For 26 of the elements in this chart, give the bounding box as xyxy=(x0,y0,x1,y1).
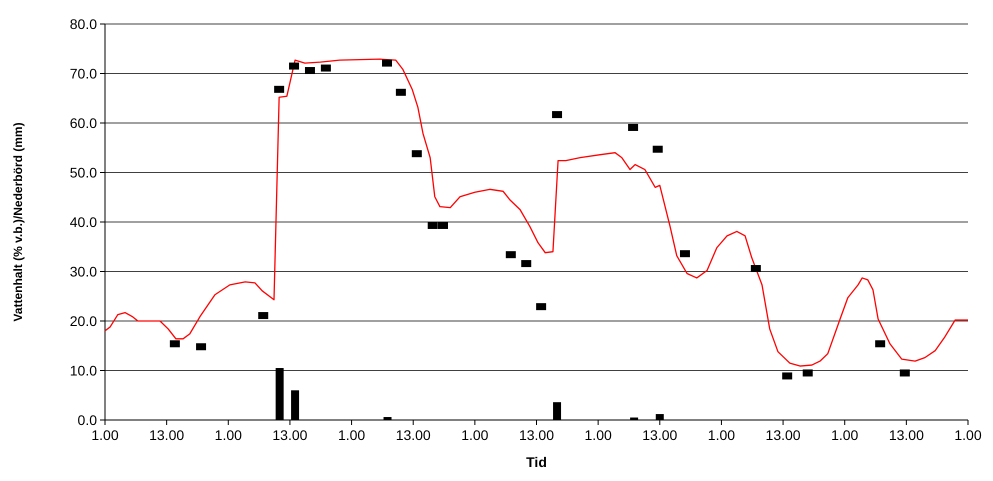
x-tick-label: 13.00 xyxy=(642,427,678,443)
y-tick-label: 0.0 xyxy=(78,412,98,428)
x-axis-title: Tid xyxy=(526,454,547,470)
x-tick-label: 1.00 xyxy=(708,427,736,443)
y-tick-label: 20.0 xyxy=(70,312,98,329)
x-tick-label: 1.00 xyxy=(91,427,119,443)
x-tick-label: 13.00 xyxy=(518,427,554,443)
y-tick-label: 80.0 xyxy=(70,16,98,32)
y-tick-label: 50.0 xyxy=(70,164,98,180)
y-tick-label: 70.0 xyxy=(70,65,98,82)
x-tick-label: 13.00 xyxy=(766,427,801,443)
x-tick-label: 13.00 xyxy=(149,427,184,443)
x-tick-label: 13.00 xyxy=(396,427,431,443)
y-axis-title: Vattenhalt (% v.b.)/Nederbörd (mm) xyxy=(11,122,25,322)
x-tick-label: 1.00 xyxy=(461,427,489,443)
y-tick-label: 10.0 xyxy=(70,362,98,378)
y-tick-label: 40.0 xyxy=(70,214,98,230)
x-tick-label: 1.00 xyxy=(831,427,859,443)
y-tick-label: 30.0 xyxy=(70,263,98,280)
x-tick-label: 13.00 xyxy=(888,427,924,443)
x-tick-label: 1.00 xyxy=(584,427,612,443)
x-tick-label: 1.00 xyxy=(954,427,982,443)
x-tick-label: 13.00 xyxy=(272,427,308,443)
y-tick-label: 60.0 xyxy=(70,114,98,131)
x-tick-label: 1.00 xyxy=(338,427,366,443)
x-tick-label: 1.00 xyxy=(214,427,242,443)
